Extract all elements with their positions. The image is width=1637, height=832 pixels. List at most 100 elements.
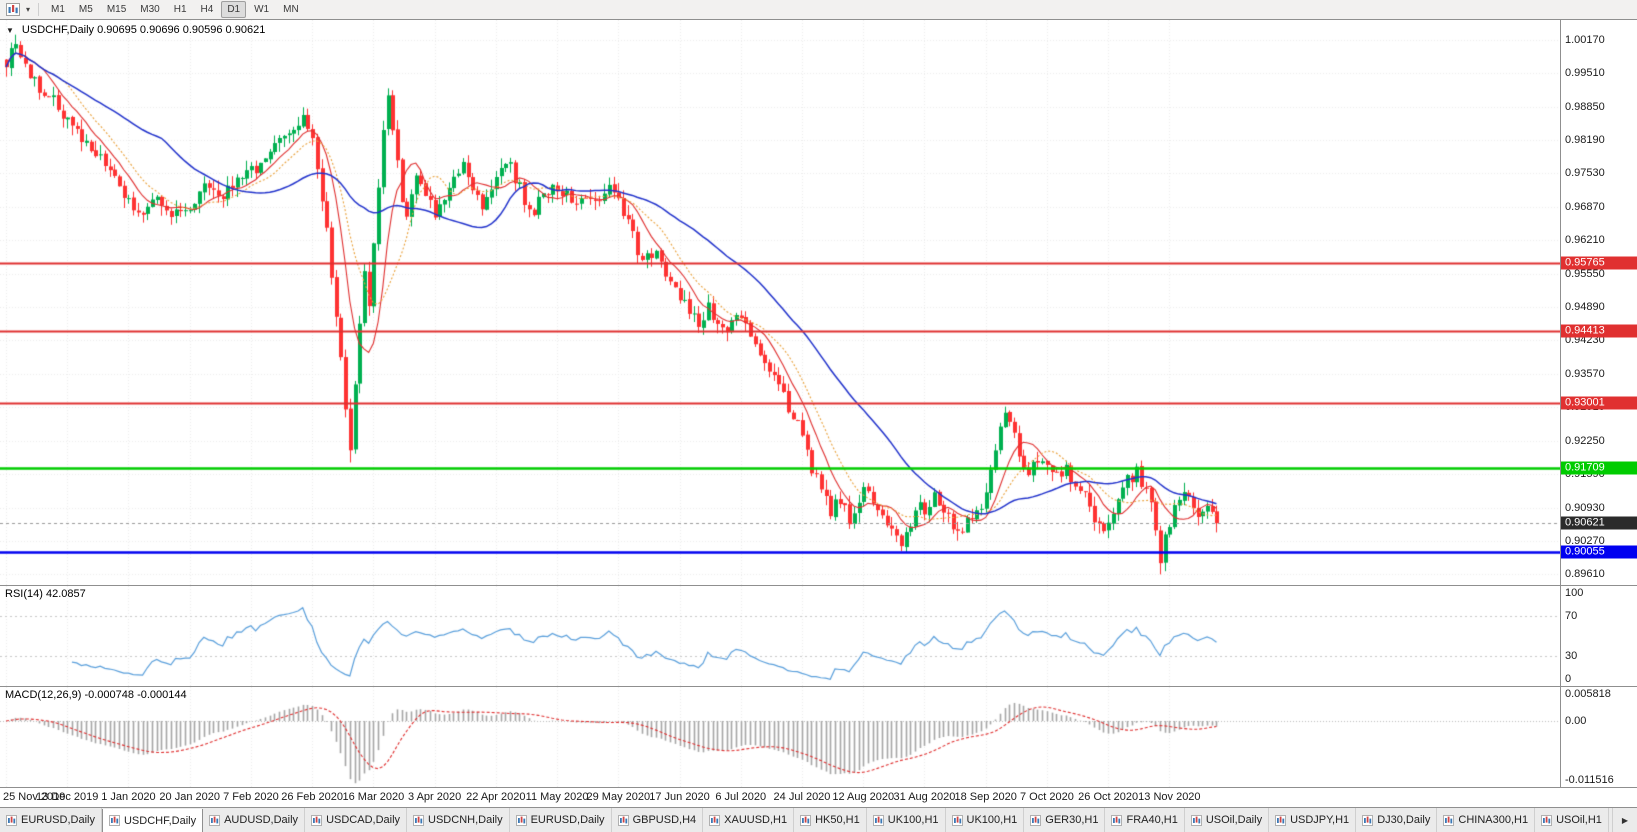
macd-tick: 0.005818 [1565, 688, 1611, 700]
tab-icon-bar [1279, 816, 1282, 823]
rsi-tick: 0 [1565, 673, 1572, 685]
chart-tab-1-usdchf-daily[interactable]: USDCHF,Daily [101, 809, 204, 832]
chart-tab-15-dj30-daily[interactable]: DJ30,Daily [1356, 808, 1438, 832]
time-axis-label: 26 Oct 2020 [1078, 791, 1139, 803]
tab-icon-bar [1195, 816, 1198, 823]
timeframe-button-m5[interactable]: M5 [78, 4, 93, 15]
price-panel: ▼ USDCHF,Daily 0.90695 0.90696 0.90596 0… [0, 20, 1637, 585]
tab-label: USOil,H1 [1556, 814, 1602, 826]
chart-tab-9-uk100-h1[interactable]: UK100,H1 [866, 808, 946, 832]
tab-label: CHINA300,H1 [1458, 814, 1529, 826]
chart-tabs-bar: EURUSD,Daily USDCHF,Daily AUDUSD,Daily USDC… [0, 807, 1637, 832]
one-click-trading-toggle[interactable]: ▼ [6, 25, 14, 35]
chart-tab-12-fra40-h1[interactable]: FRA40,H1 [1105, 808, 1185, 832]
tab-icon-bar [522, 818, 525, 823]
timeframe-button-mn[interactable]: MN [283, 4, 299, 15]
time-axis[interactable]: 25 Nov 2019 13 Dec 2019 1 Jan 2020 20 Jan 2… [0, 787, 1637, 807]
tab-icon-bar [1366, 816, 1369, 823]
timeframe-button-m30[interactable]: M30 [140, 4, 160, 15]
tab-icon-bar [517, 817, 520, 823]
tab-icon-bar [1192, 817, 1195, 823]
tab-label: USOil,Daily [1205, 814, 1263, 826]
macd-panel: MACD(12,26,9) -0.000748 -0.000144 0.0058… [0, 686, 1637, 787]
tab-icon-bar [716, 818, 719, 823]
price-tick: 0.94890 [1565, 301, 1605, 314]
tab-chart-icon [800, 814, 812, 826]
chart-tab-17-usoil-h1[interactable]: USOil,H1 [1535, 808, 1609, 832]
tab-label: GBPUSD,H4 [632, 814, 697, 826]
timeframe-button-m1[interactable]: M1 [51, 4, 65, 15]
symbol-ohlc-text: USDCHF,Daily 0.90695 0.90696 0.90596 0.9… [21, 24, 266, 36]
time-axis-label: 7 Feb 2020 [223, 791, 279, 803]
chart-tab-5-eurusd-daily[interactable]: EURUSD,Daily [509, 808, 612, 832]
chart-tab-3-usdcad-daily[interactable]: USDCAD,Daily [305, 808, 408, 832]
rsi-axis[interactable]: 100 70 30 0 [1560, 586, 1637, 686]
level-price-label-0-94413[interactable]: 0.94413 [1561, 324, 1637, 338]
time-axis-label: 20 Jan 2020 [159, 791, 220, 803]
chart-tab-11-ger30-h1[interactable]: GER30,H1 [1024, 808, 1106, 832]
macd-axis[interactable]: 0.005818 0.00 -0.011516 [1560, 687, 1637, 787]
time-axis-label: 13 Dec 2019 [36, 791, 99, 803]
chart-tab-8-hk50-h1[interactable]: HK50,H1 [794, 808, 867, 832]
price-tick: 0.96210 [1565, 234, 1605, 247]
tab-icon-bar [1369, 818, 1372, 823]
timeframe-toolbar: ▾ M1 M5 M15 M30 H1 H4 D1 W1 MN [0, 0, 1637, 20]
timeframe-button-h4[interactable]: H4 [200, 4, 214, 15]
tab-icon-bar [8, 817, 10, 823]
level-price-label-0-90055[interactable]: 0.90055 [1561, 545, 1637, 559]
chart-tab-2-audusd-daily[interactable]: AUDUSD,Daily [203, 808, 306, 832]
tab-icon-bar [1448, 816, 1450, 823]
chart-tab-0-eurusd-daily[interactable]: EURUSD,Daily [0, 808, 102, 832]
chart-tab-7-xauusd-h1[interactable]: XAUUSD,H1 [703, 808, 795, 832]
tab-chart-icon [515, 814, 527, 826]
price-tick: 0.90930 [1565, 501, 1605, 514]
tab-label: UK100,H1 [887, 814, 939, 826]
rsi-canvas[interactable] [0, 586, 1560, 686]
tab-icon-bar [116, 818, 119, 824]
price-tick: 0.95550 [1565, 267, 1605, 280]
dropdown-caret-icon[interactable]: ▾ [25, 5, 30, 14]
candlestick-chart-icon [6, 3, 20, 16]
tab-label: HK50,H1 [815, 814, 860, 826]
timeframe-button-m15[interactable]: M15 [106, 4, 127, 15]
tab-label: USDCNH,Daily [428, 814, 503, 826]
tab-icon-bar [113, 816, 116, 823]
chart-tab-13-usoil-daily[interactable]: USOil,Daily [1184, 808, 1270, 832]
tab-scroll-right-button[interactable]: ▶ [1611, 808, 1637, 832]
macd-tick: 0.00 [1565, 715, 1587, 728]
chart-tab-6-gbpusd-h4[interactable]: GBPUSD,H4 [611, 808, 704, 832]
icon-bar [8, 7, 11, 13]
time-axis-label: 26 Feb 2020 [281, 791, 344, 803]
tab-chart-icon [108, 815, 120, 826]
chart-tab-16-china300-h1[interactable]: CHINA300,H1 [1437, 808, 1536, 832]
time-axis-label: 7 Oct 2020 [1019, 791, 1074, 803]
time-axis-label: 3 Apr 2020 [408, 791, 462, 803]
chart-tab-4-usdcnh-daily[interactable]: USDCNH,Daily [407, 808, 510, 832]
tab-chart-icon [1111, 814, 1123, 826]
price-tick: 0.97530 [1565, 167, 1605, 180]
timeframe-button-d1[interactable]: D1 [221, 1, 247, 18]
level-price-label-0-93001[interactable]: 0.93001 [1561, 396, 1637, 410]
charts-toolbar-icon[interactable] [3, 2, 23, 18]
tab-icon-bar [1364, 817, 1366, 823]
price-chart-canvas[interactable] [0, 20, 1560, 585]
time-axis-label: 22 Apr 2020 [466, 791, 526, 803]
chart-tab-14-usdjpy-h1[interactable]: USDJPY,H1 [1269, 808, 1357, 832]
chart-tab-10-uk100-h1[interactable]: UK100,H1 [945, 808, 1025, 832]
timeframe-button-h1[interactable]: H1 [173, 4, 187, 15]
timeframe-button-w1[interactable]: W1 [254, 4, 270, 15]
price-tick: 0.93570 [1565, 367, 1605, 380]
time-axis-label: 31 Aug 2020 [893, 791, 956, 803]
macd-canvas[interactable] [0, 687, 1560, 787]
rsi-tick: 100 [1565, 587, 1584, 599]
time-axis-label: 13 Nov 2020 [1138, 791, 1201, 803]
time-axis-label: 24 Jul 2020 [773, 791, 831, 803]
tab-label: EURUSD,Daily [530, 814, 605, 826]
level-price-label-0-91709[interactable]: 0.91709 [1561, 461, 1637, 475]
level-price-label-0-95765[interactable]: 0.95765 [1561, 256, 1637, 270]
price-axis[interactable]: 1.00170 0.99510 0.98850 0.98190 0.97530 0.968… [1560, 20, 1637, 585]
price-tick: 1.00170 [1565, 33, 1605, 46]
tab-icon-bar [958, 818, 961, 823]
tab-icon-bar [417, 816, 420, 823]
